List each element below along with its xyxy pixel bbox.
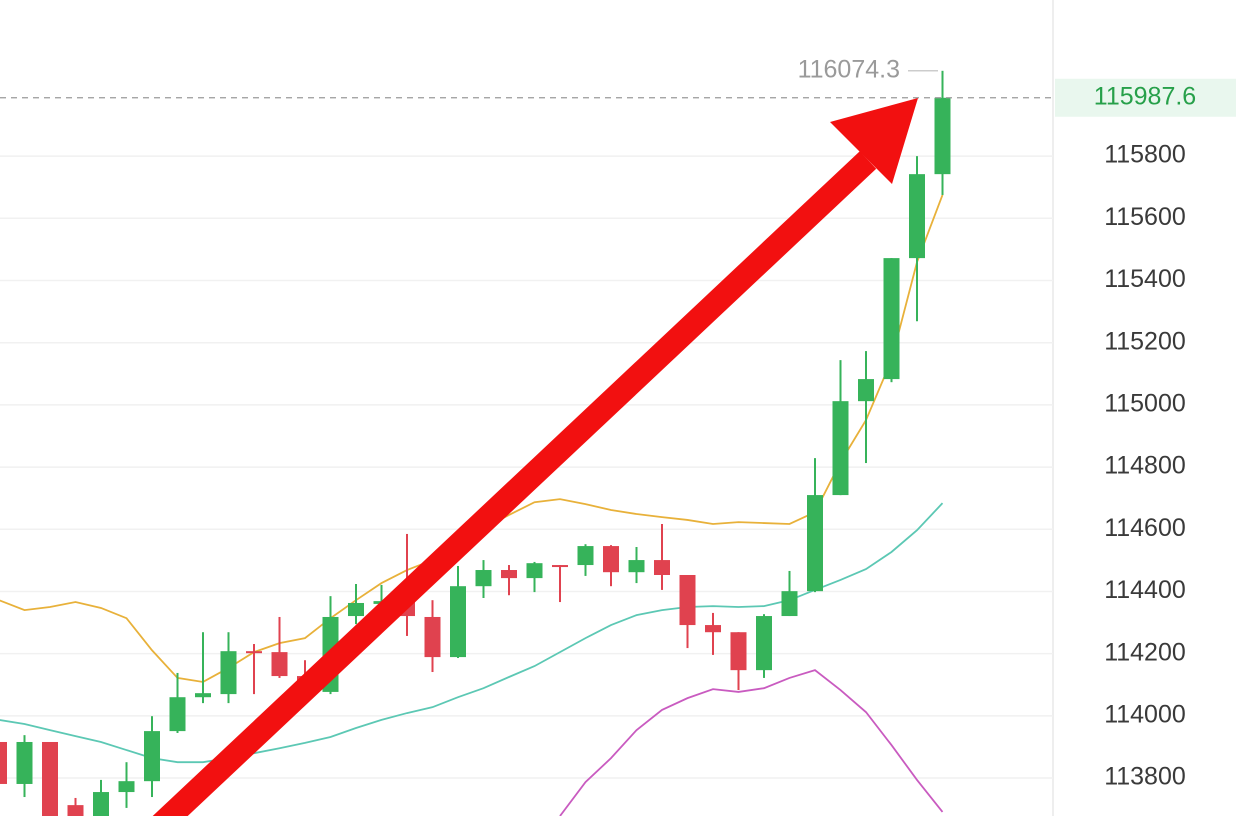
candle-body bbox=[0, 741, 7, 784]
candle-body bbox=[526, 563, 543, 579]
arrow-head bbox=[830, 98, 918, 184]
candle-body bbox=[679, 574, 696, 626]
candle-body bbox=[424, 616, 441, 658]
candle-body bbox=[93, 792, 109, 816]
last-price-box bbox=[1055, 78, 1236, 117]
candle-body bbox=[577, 546, 594, 566]
candle-body bbox=[271, 652, 288, 677]
y-tick-label: 115800 bbox=[1104, 141, 1186, 169]
candle-body bbox=[144, 731, 160, 782]
y-tick-label: 115600 bbox=[1104, 203, 1186, 231]
candle-body bbox=[730, 632, 747, 671]
y-tick-label: 115400 bbox=[1104, 265, 1186, 293]
y-tick-label: 114000 bbox=[1104, 700, 1186, 728]
candle-body bbox=[603, 546, 619, 573]
candle-body bbox=[705, 625, 721, 633]
candle-body bbox=[501, 570, 517, 579]
arrow bbox=[152, 98, 918, 816]
candle-body bbox=[756, 616, 772, 671]
candle-body bbox=[628, 560, 645, 573]
indicator-line bbox=[559, 669, 944, 816]
y-tick-label: 113800 bbox=[1104, 763, 1186, 791]
candle-body bbox=[883, 258, 900, 380]
arrow-shaft bbox=[152, 151, 877, 816]
candle-body bbox=[169, 697, 186, 732]
y-tick-label: 114400 bbox=[1104, 576, 1186, 604]
candle-body bbox=[450, 586, 466, 658]
candle-body bbox=[475, 570, 492, 587]
y-tick-label: 115200 bbox=[1104, 327, 1186, 355]
candle-body bbox=[552, 565, 568, 568]
candle-body bbox=[348, 602, 364, 617]
y-tick-label: 114200 bbox=[1104, 638, 1186, 666]
candle-body bbox=[67, 805, 84, 816]
candle-body bbox=[909, 174, 925, 259]
candle-body bbox=[858, 379, 874, 402]
last-price-label: 115987.6 bbox=[1094, 82, 1196, 110]
candle-body bbox=[220, 651, 237, 695]
candle-body bbox=[16, 741, 33, 784]
high-marker-label: 116074.3 bbox=[798, 55, 900, 83]
candle-body bbox=[42, 741, 58, 816]
y-tick-label: 114600 bbox=[1104, 514, 1186, 542]
y-axis: 113800 114000 114200 114400 114600 114800 1150… bbox=[1055, 78, 1236, 791]
y-tick-label: 114800 bbox=[1104, 452, 1186, 480]
candle-body bbox=[934, 97, 951, 175]
candle-body bbox=[246, 651, 262, 654]
candle-body bbox=[832, 401, 849, 496]
candle-body bbox=[781, 591, 798, 617]
candle-body bbox=[118, 781, 135, 793]
candle-body bbox=[807, 495, 823, 592]
candle-body bbox=[654, 560, 670, 575]
annotations: 116074.3 bbox=[0, 55, 1053, 99]
y-tick-label: 115000 bbox=[1104, 389, 1186, 417]
candle-body bbox=[195, 693, 211, 698]
